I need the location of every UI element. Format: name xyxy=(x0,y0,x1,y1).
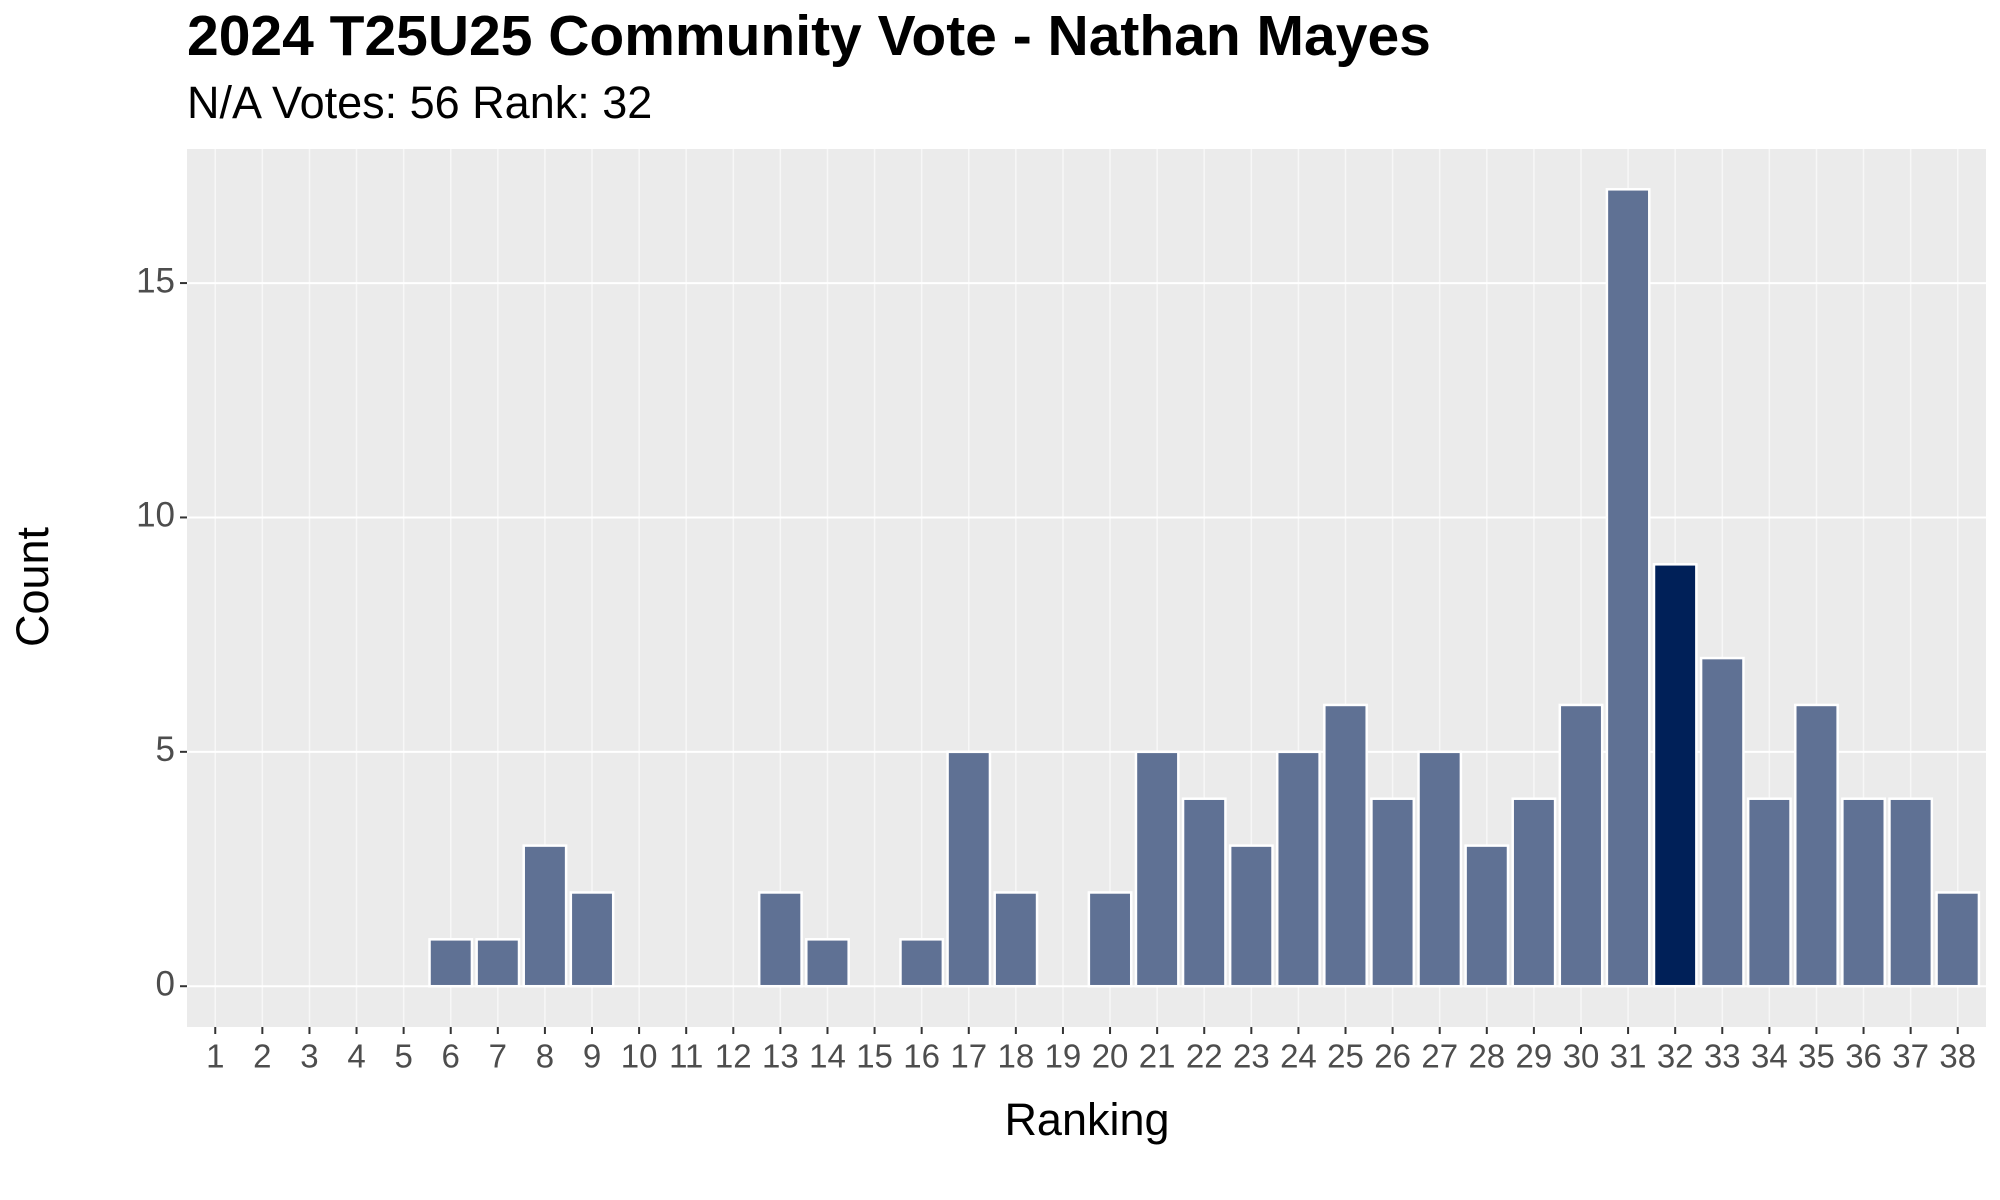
x-tick-label: 32 xyxy=(1657,1038,1694,1075)
bar xyxy=(475,938,521,988)
bar xyxy=(993,891,1039,988)
x-tick-label: 28 xyxy=(1468,1038,1505,1075)
x-tick-label: 9 xyxy=(583,1038,601,1075)
x-tick-label: 30 xyxy=(1563,1038,1600,1075)
bar xyxy=(1888,797,1934,988)
bar xyxy=(569,891,615,988)
chart-subtitle: N/A Votes: 56 Rank: 32 xyxy=(187,77,652,128)
x-tick-label: 27 xyxy=(1421,1038,1458,1075)
x-tick-label: 21 xyxy=(1139,1038,1176,1075)
bar xyxy=(1935,891,1981,988)
bar xyxy=(805,938,850,988)
bar xyxy=(1511,797,1557,988)
x-tick-label: 4 xyxy=(347,1038,365,1075)
x-tick-label: 26 xyxy=(1374,1038,1411,1075)
x-tick-label: 14 xyxy=(809,1038,846,1075)
x-tick-label: 36 xyxy=(1845,1038,1882,1075)
bar xyxy=(1087,891,1133,988)
bar xyxy=(522,844,568,988)
x-tick-label: 1 xyxy=(206,1038,224,1075)
x-tick-label: 25 xyxy=(1327,1038,1364,1075)
bar xyxy=(1464,844,1510,988)
bar xyxy=(1417,750,1463,988)
bar xyxy=(899,938,945,988)
x-tick-label: 35 xyxy=(1798,1038,1835,1075)
x-axis-title: Ranking xyxy=(1004,1094,1169,1145)
x-tick-label: 37 xyxy=(1892,1038,1929,1075)
bar xyxy=(1652,563,1698,988)
bar xyxy=(1558,703,1604,988)
y-tick-label: 15 xyxy=(136,261,175,300)
bar xyxy=(1699,656,1745,988)
bar xyxy=(1746,797,1792,988)
x-tick-label: 10 xyxy=(621,1038,658,1075)
x-tick-label: 18 xyxy=(997,1038,1034,1075)
x-tick-label: 6 xyxy=(442,1038,460,1075)
x-tick-label: 8 xyxy=(536,1038,554,1075)
x-tick-label: 13 xyxy=(762,1038,799,1075)
y-axis-title: Count xyxy=(7,526,58,647)
x-tick-label: 17 xyxy=(950,1038,987,1075)
chart-title: 2024 T25U25 Community Vote - Nathan Maye… xyxy=(187,4,1431,68)
x-tick-label: 20 xyxy=(1092,1038,1129,1075)
bar xyxy=(1181,797,1227,988)
bar xyxy=(1841,797,1886,988)
bar xyxy=(1370,797,1416,988)
x-tick-label: 19 xyxy=(1045,1038,1082,1075)
bar xyxy=(1323,703,1368,988)
bar xyxy=(1605,188,1651,988)
y-tick-label: 0 xyxy=(156,964,175,1003)
bar xyxy=(757,891,803,988)
x-tick-label: 12 xyxy=(715,1038,752,1075)
x-tick-label: 23 xyxy=(1233,1038,1270,1075)
y-tick-label: 10 xyxy=(136,496,175,535)
x-tick-label: 15 xyxy=(856,1038,893,1075)
x-tick-label: 33 xyxy=(1704,1038,1741,1075)
bar xyxy=(946,750,992,988)
x-tick-label: 3 xyxy=(300,1038,318,1075)
x-tick-label: 29 xyxy=(1516,1038,1553,1075)
x-tick-label: 38 xyxy=(1939,1038,1976,1075)
bar xyxy=(1275,750,1321,988)
bar xyxy=(1228,844,1274,988)
x-tick-label: 24 xyxy=(1280,1038,1317,1075)
x-tick-label: 34 xyxy=(1751,1038,1788,1075)
bar xyxy=(1794,703,1839,988)
bar xyxy=(1134,750,1180,988)
x-tick-label: 22 xyxy=(1186,1038,1223,1075)
y-tick-label: 5 xyxy=(156,730,175,769)
x-tick-label: 16 xyxy=(903,1038,940,1075)
x-tick-label: 5 xyxy=(394,1038,412,1075)
x-tick-label: 7 xyxy=(489,1038,507,1075)
x-tick-label: 31 xyxy=(1610,1038,1647,1075)
x-tick-label: 2 xyxy=(253,1038,271,1075)
bar xyxy=(428,938,474,988)
x-tick-label: 11 xyxy=(669,1038,703,1075)
